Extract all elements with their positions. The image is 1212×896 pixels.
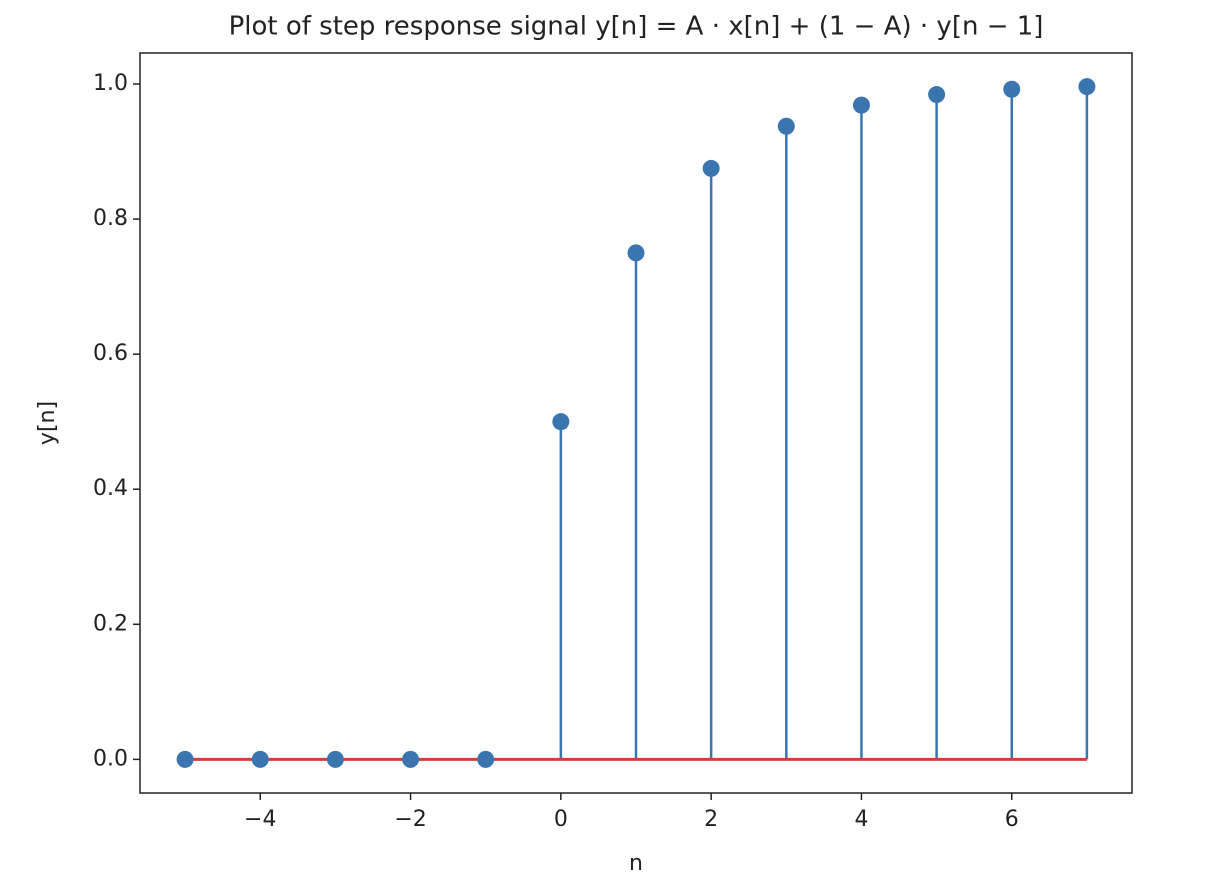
marker — [402, 750, 420, 768]
marker — [176, 750, 194, 768]
marker — [928, 86, 946, 104]
x-axis-label: n — [629, 851, 643, 876]
y-tick-label: 0.8 — [93, 206, 128, 231]
marker — [477, 750, 495, 768]
y-axis-label: y[n] — [35, 401, 60, 445]
x-tick-label: 2 — [704, 807, 718, 832]
marker — [552, 413, 570, 431]
marker — [1003, 80, 1021, 98]
x-tick-label: 0 — [554, 807, 568, 832]
marker — [1078, 78, 1096, 96]
x-tick-label: 4 — [854, 807, 868, 832]
marker — [702, 159, 720, 177]
plot-frame — [139, 52, 1133, 794]
marker — [852, 96, 870, 114]
y-tick-label: 0.6 — [93, 341, 128, 366]
y-tick-label: 0.0 — [93, 746, 128, 771]
y-tick-label: 0.2 — [93, 611, 128, 636]
chart-title: Plot of step response signal y[n] = A · … — [229, 12, 1044, 42]
x-tick-label: −2 — [394, 807, 426, 832]
marker — [777, 117, 795, 135]
marker — [326, 750, 344, 768]
y-tick-label: 1.0 — [93, 71, 128, 96]
marker — [251, 750, 269, 768]
x-tick-label: 6 — [1005, 807, 1019, 832]
y-tick-label: 0.4 — [93, 476, 128, 501]
x-tick-label: −4 — [244, 807, 276, 832]
marker — [627, 244, 645, 262]
